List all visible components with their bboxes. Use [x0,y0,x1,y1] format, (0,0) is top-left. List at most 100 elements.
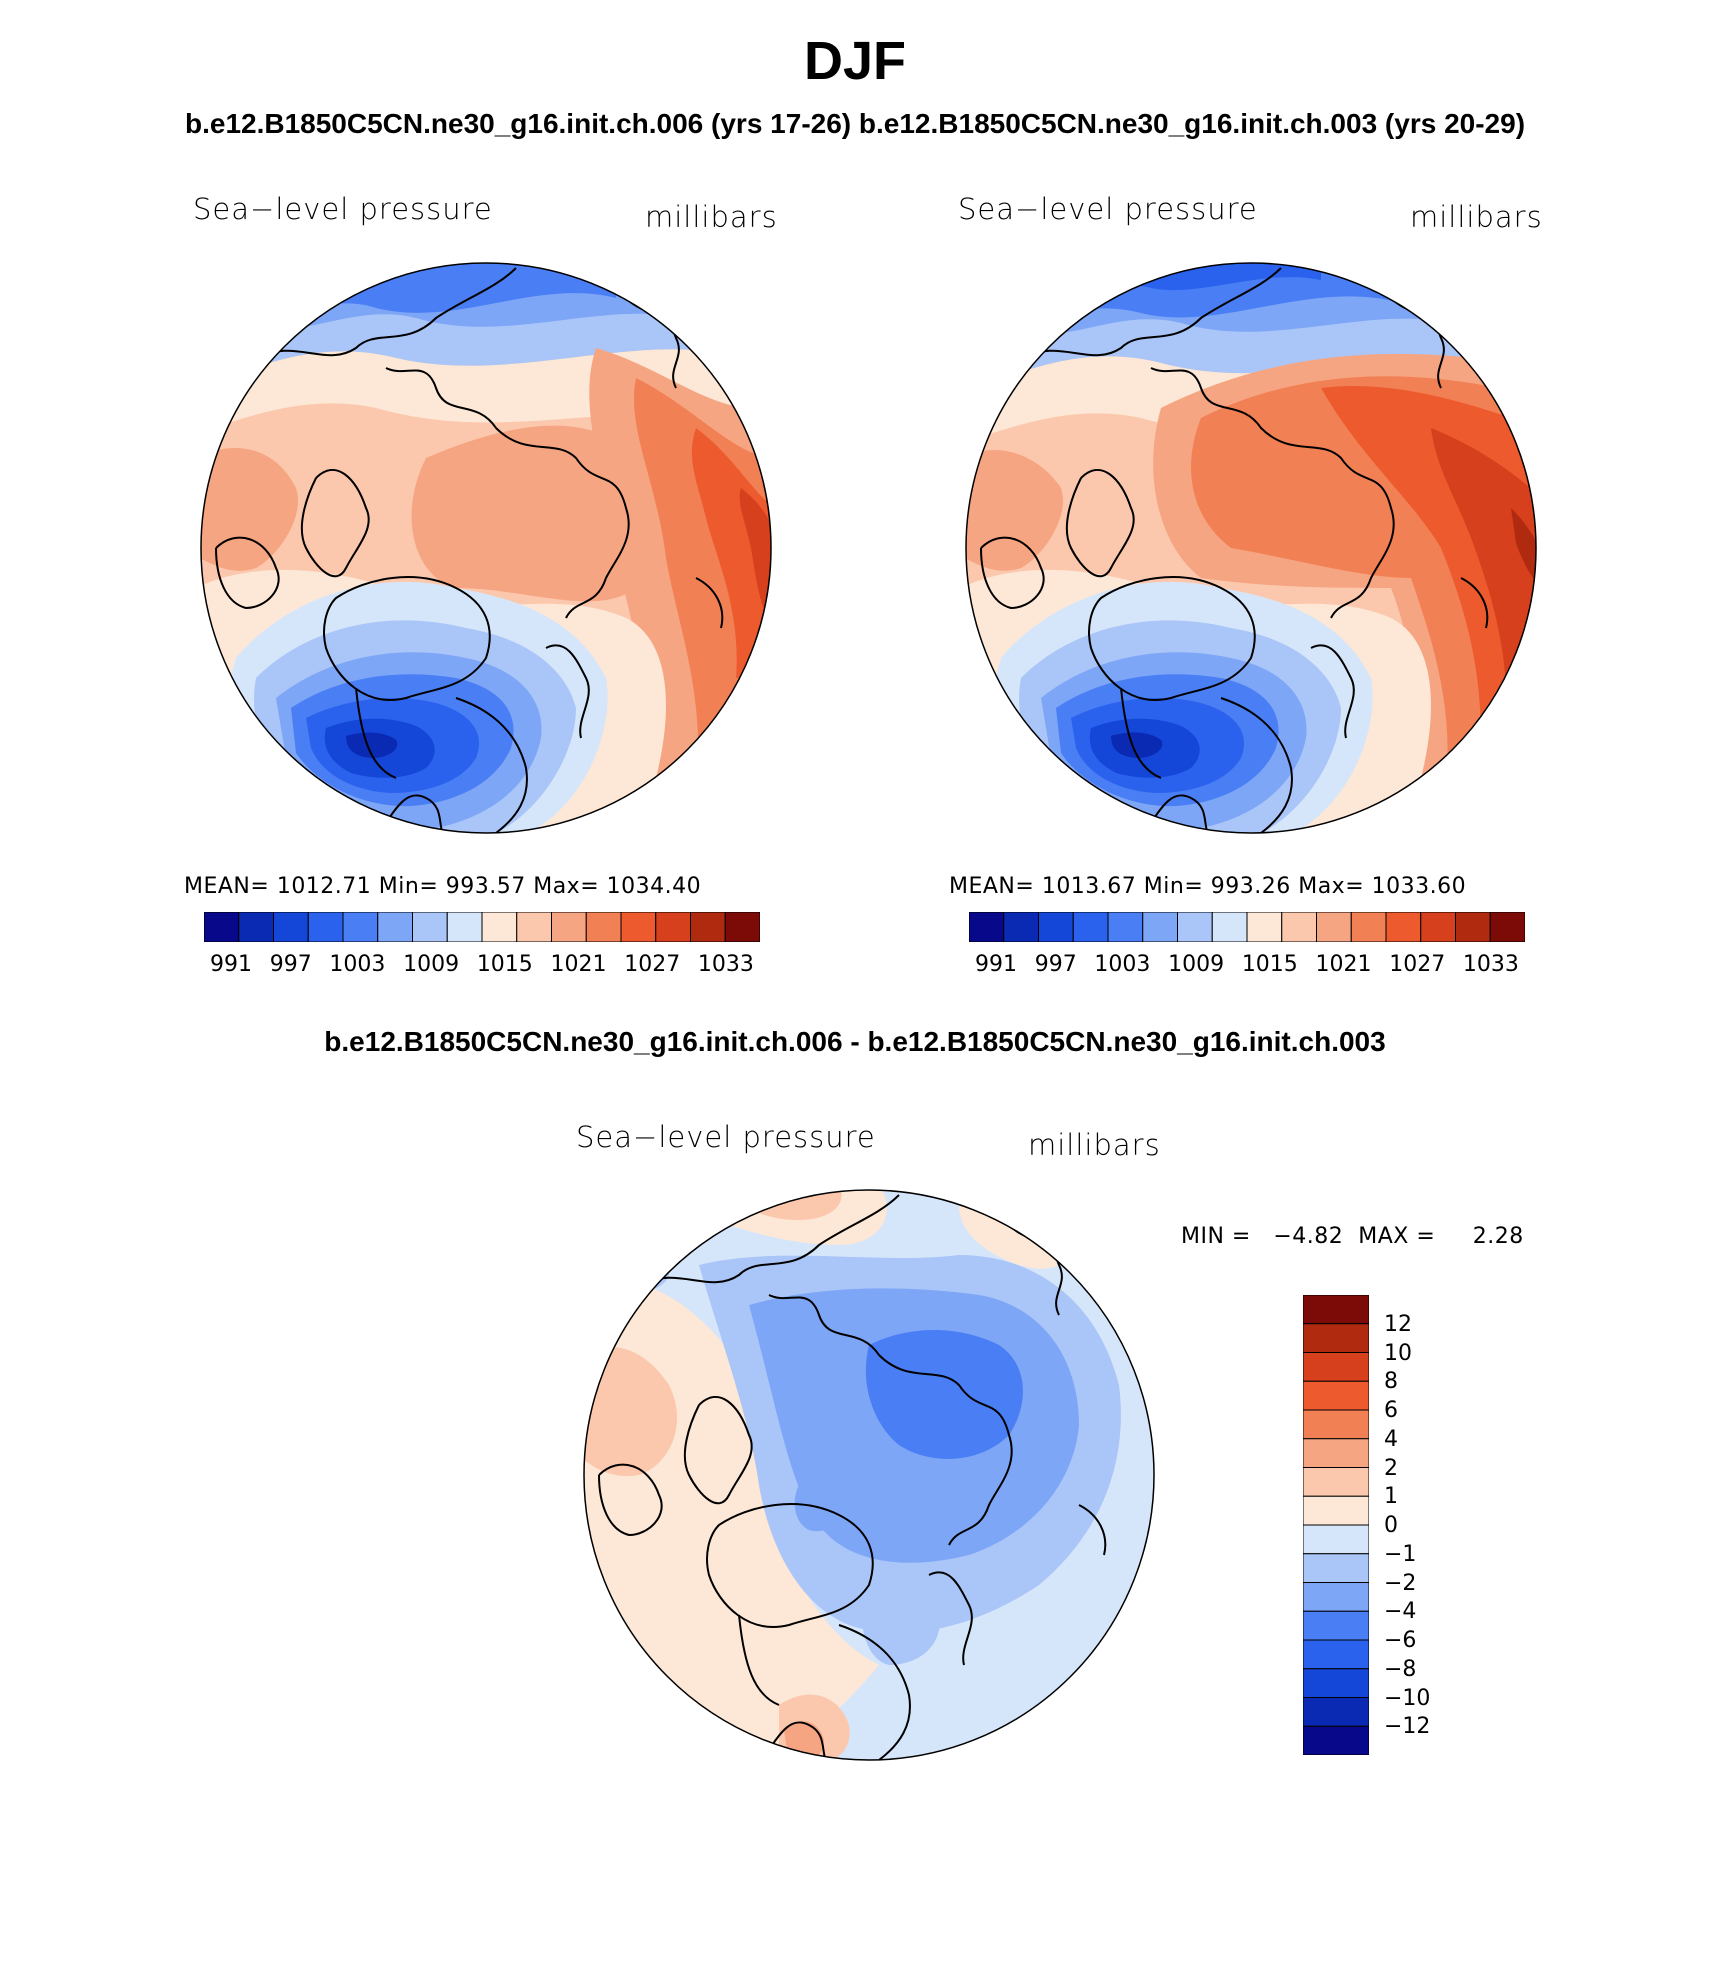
panel-1-colorbar-ticks: 991 997 1003 1009 1015 1021 1027 1033 [204,952,760,977]
colorbar-swatch [1303,1639,1369,1670]
colorbar-tick: −8 [1384,1656,1417,1682]
colorbar-swatch [1038,912,1074,942]
colorbar-swatch [1303,1495,1369,1526]
colorbar-swatch [204,912,240,942]
panel-1-units: millibars [645,200,778,234]
colorbar-swatch [969,912,1005,942]
difference-title: b.e12.B1850C5CN.ne30_g16.init.ch.006 - b… [324,1026,1386,1057]
colorbar-swatch [1177,912,1213,942]
panel-1-colorbar [204,912,760,942]
panel-3-stats: MIN = −4.82 MAX = 2.28 [1181,1224,1524,1249]
colorbar-tick: 2 [1384,1455,1398,1481]
panel-3-variable: Sea−level pressure [576,1120,876,1154]
colorbar-swatch [724,912,760,942]
colorbar-tick: 1021 [1315,952,1372,977]
colorbar-tick: −12 [1384,1714,1431,1740]
colorbar-tick: 1009 [1168,952,1225,977]
colorbar-swatch [1303,1553,1369,1583]
colorbar-swatch [412,912,448,942]
colorbar-tick: −4 [1384,1599,1417,1625]
colorbar-tick: 6 [1384,1398,1398,1423]
panel-2-map [965,262,1537,834]
colorbar-tick: 991 [975,952,1017,977]
colorbar-tick: 1027 [1389,952,1446,977]
colorbar-swatch [1303,1352,1369,1382]
colorbar-swatch [1003,912,1039,942]
colorbar-swatch [585,912,622,942]
colorbar-swatch [1489,912,1525,942]
colorbar-tick: 1033 [697,952,754,977]
colorbar-tick: 12 [1384,1311,1412,1337]
colorbar-swatch [273,912,309,942]
colorbar-tick: 997 [1034,952,1077,977]
colorbar-tick: 991 [210,952,252,977]
colorbar-swatch [1303,1323,1369,1353]
panel-1-variable: Sea−level pressure [193,192,493,226]
panel-1-stats: MEAN= 1012.71 Min= 993.57 Max= 1034.40 [184,874,702,899]
colorbar-tick: 1 [1384,1484,1398,1510]
colorbar-tick: 1015 [1241,952,1298,977]
colorbar-swatch [1303,1524,1369,1555]
colorbar-swatch [1246,912,1283,942]
colorbar-swatch [1072,912,1109,942]
colorbar-swatch [342,912,379,942]
colorbar-swatch [1303,1668,1369,1698]
colorbar-swatch [1303,1409,1369,1440]
colorbar-swatch [1303,1438,1369,1468]
panel-3-map [583,1189,1155,1761]
colorbar-tick: 1027 [624,952,681,977]
panel-2-stats: MEAN= 1013.67 Min= 993.26 Max= 1033.60 [949,874,1467,899]
colorbar-tick: 997 [269,952,312,977]
panel-3-colorbar-ticks: 12 10 8 6 4 2 1 0 −1 −2 −4 −6 −8 −10 −12 [1384,1295,1524,1755]
colorbar-swatch [1211,912,1248,942]
colorbar-tick: −2 [1384,1570,1417,1596]
colorbar-tick: 10 [1384,1340,1412,1366]
panel-2-variable: Sea−level pressure [958,192,1258,226]
colorbar-swatch [238,912,274,942]
colorbar-swatch [1303,1697,1369,1727]
colorbar-swatch [1420,912,1456,942]
colorbar-swatch [1303,1582,1369,1612]
colorbar-tick: 1033 [1462,952,1519,977]
colorbar-swatch [620,912,657,942]
colorbar-tick: 1003 [1094,952,1151,977]
colorbar-swatch [1107,912,1144,942]
colorbar-tick: 1003 [329,952,386,977]
colorbar-swatch [1455,912,1491,942]
colorbar-swatch [1303,1610,1369,1641]
colorbar-swatch [655,912,691,942]
colorbar-tick: 1015 [476,952,533,977]
panel-2-colorbar [969,912,1525,942]
panel-2-colorbar-ticks: 991 997 1003 1009 1015 1021 1027 1033 [969,952,1525,977]
panel-3-colorbar [1303,1295,1369,1755]
colorbar-tick: 4 [1384,1426,1398,1452]
colorbar-swatch [516,912,552,942]
colorbar-swatch [307,912,344,942]
panel-2-units: millibars [1410,200,1543,234]
colorbar-tick: 8 [1384,1369,1398,1395]
colorbar-swatch [1303,1380,1369,1411]
case-a-title: b.e12.B1850C5CN.ne30_g16.init.ch.006 (yr… [184,108,852,139]
colorbar-tick: 1021 [550,952,607,977]
colorbar-swatch [551,912,587,942]
colorbar-swatch [1385,912,1422,942]
panel-3-units: millibars [1028,1128,1161,1162]
colorbar-swatch [1316,912,1352,942]
colorbar-tick: −1 [1384,1541,1417,1567]
colorbar-swatch [690,912,726,942]
colorbar-swatch [1281,912,1317,942]
colorbar-swatch [481,912,518,942]
figure-title: DJF [803,31,906,91]
colorbar-tick: −10 [1384,1685,1431,1711]
colorbar-tick: −6 [1384,1628,1417,1653]
colorbar-swatch [1142,912,1178,942]
case-b-title: b.e12.B1850C5CN.ne30_g16.init.ch.003 (yr… [858,108,1526,139]
colorbar-swatch [1303,1467,1369,1497]
colorbar-swatch [1303,1295,1369,1325]
colorbar-swatch [446,912,483,942]
colorbar-tick: 0 [1384,1513,1398,1538]
colorbar-swatch [377,912,413,942]
panel-1-map [200,262,772,834]
colorbar-swatch [1350,912,1387,942]
colorbar-tick: 1009 [403,952,460,977]
